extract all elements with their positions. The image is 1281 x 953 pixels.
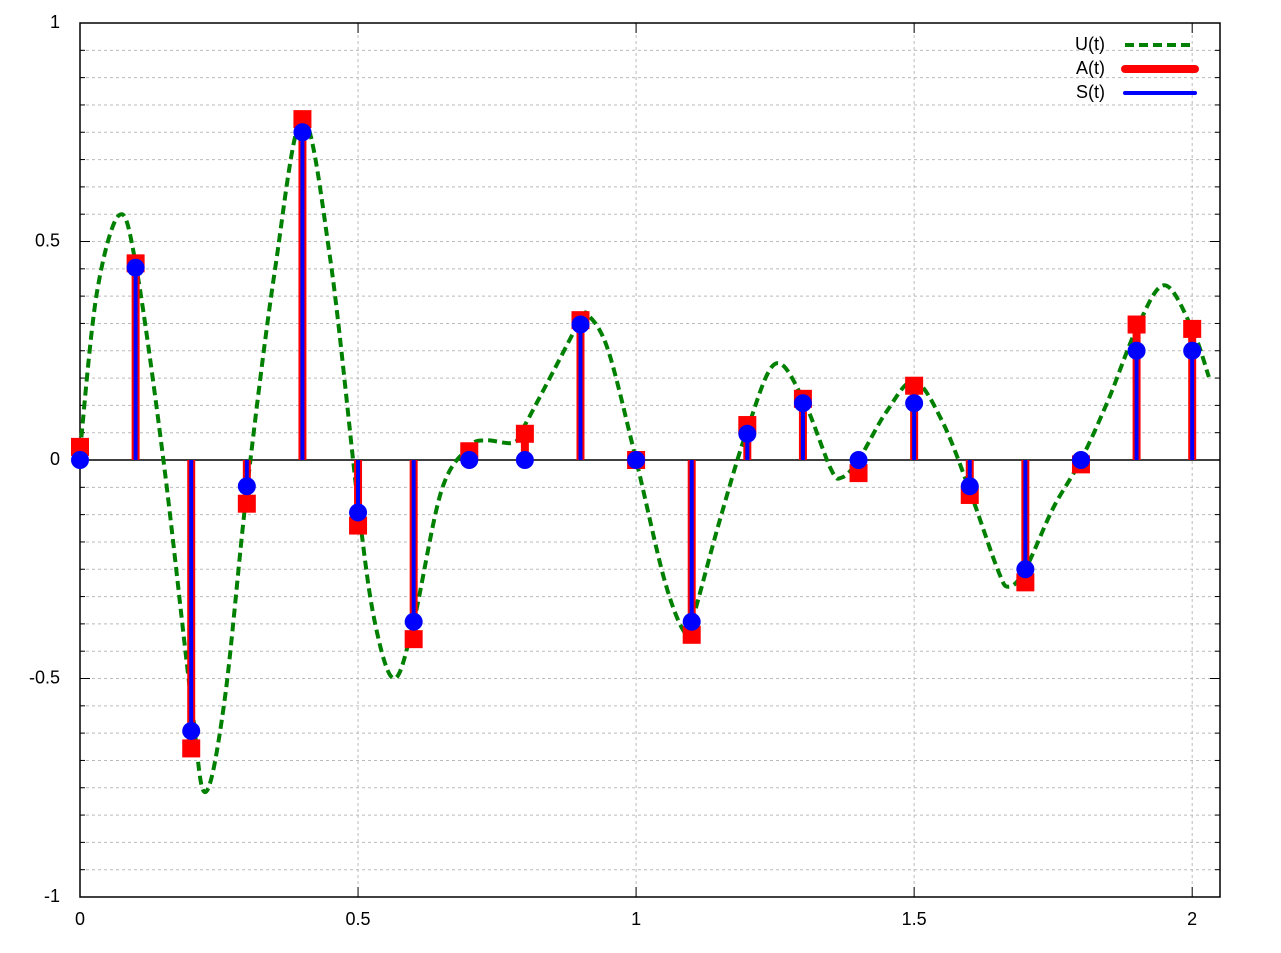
circle-marker bbox=[849, 451, 868, 469]
legend-label: A(t) bbox=[1076, 58, 1105, 78]
circle-marker bbox=[293, 123, 312, 142]
square-marker bbox=[349, 516, 368, 535]
circle-marker bbox=[738, 424, 757, 443]
circle-marker bbox=[237, 477, 256, 496]
curve bbox=[78, 117, 1211, 795]
circle-marker bbox=[71, 451, 89, 469]
square-marker bbox=[849, 464, 868, 483]
circle-marker bbox=[960, 477, 979, 496]
square-marker bbox=[71, 437, 89, 456]
circle-marker bbox=[571, 315, 590, 334]
square-marker bbox=[1127, 315, 1146, 334]
legend-label: U(t) bbox=[1075, 34, 1105, 54]
y-tick-label: -0.5 bbox=[29, 667, 60, 687]
circle-marker bbox=[182, 721, 201, 740]
circle-marker bbox=[682, 612, 701, 631]
circle-marker bbox=[1016, 560, 1035, 579]
circle-marker bbox=[515, 451, 534, 469]
x-tick-label: 0 bbox=[75, 909, 85, 929]
circle-marker bbox=[793, 394, 812, 413]
square-marker bbox=[1016, 573, 1035, 592]
x-tick-label: 1.5 bbox=[902, 909, 927, 929]
square-marker bbox=[682, 625, 701, 644]
square-marker bbox=[293, 110, 312, 129]
circle-marker bbox=[1071, 451, 1090, 469]
square-marker bbox=[905, 376, 924, 395]
circle-marker bbox=[349, 503, 368, 522]
circle-marker bbox=[460, 451, 479, 469]
circle-marker bbox=[404, 612, 423, 631]
circle-marker bbox=[905, 394, 924, 413]
square-marker bbox=[237, 494, 256, 513]
y-tick-label: 1 bbox=[50, 12, 60, 32]
y-tick-label: 0 bbox=[50, 449, 60, 469]
circle-marker bbox=[1183, 341, 1202, 360]
y-tick-label: -1 bbox=[44, 886, 60, 906]
square-marker bbox=[515, 424, 534, 443]
legend-label: S(t) bbox=[1076, 82, 1105, 102]
circle-marker bbox=[126, 258, 145, 277]
square-marker bbox=[404, 630, 423, 649]
circle-marker bbox=[1127, 341, 1146, 360]
x-tick-label: 0.5 bbox=[346, 909, 371, 929]
x-tick-label: 2 bbox=[1187, 909, 1197, 929]
square-marker bbox=[182, 739, 201, 758]
y-tick-label: 0.5 bbox=[35, 230, 60, 250]
square-marker bbox=[1183, 319, 1202, 338]
x-tick-label: 1 bbox=[631, 909, 641, 929]
circle-marker bbox=[627, 451, 646, 469]
